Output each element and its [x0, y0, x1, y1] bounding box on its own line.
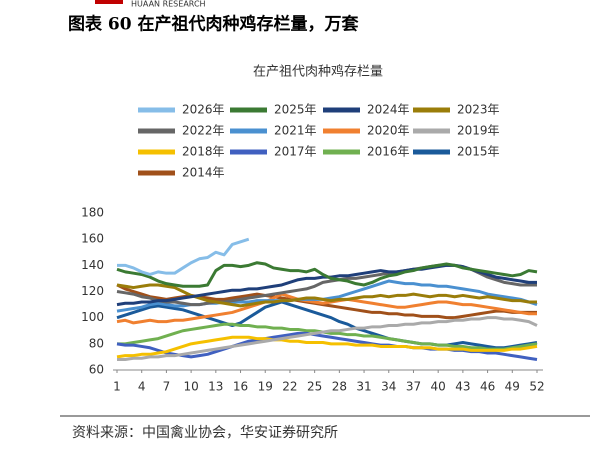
x-tick-label: 37	[406, 380, 421, 394]
legend-label: 2021年	[274, 124, 317, 138]
logo	[95, 0, 123, 4]
series-line	[116, 261, 538, 288]
y-tick-label: 80	[89, 336, 104, 350]
legend-label: 2017年	[274, 145, 317, 159]
series-line	[116, 283, 537, 308]
x-tick-label: 34	[381, 380, 396, 394]
legend-label: 2025年	[274, 103, 317, 117]
chart-title: 在产祖代肉种鸡存栏量	[253, 64, 383, 80]
x-tick-label: 4	[138, 380, 146, 394]
legend-label: 2026年	[182, 103, 225, 117]
x-tick-label: 31	[356, 380, 371, 394]
legend-label: 2014年	[182, 166, 225, 180]
series-line	[116, 292, 537, 325]
x-tick-label: 10	[183, 380, 198, 394]
x-tick-label: 49	[505, 380, 520, 394]
x-tick-label: 1	[113, 380, 121, 394]
page-title: 图表 60 在产祖代肉种鸡存栏量，万套	[68, 14, 359, 35]
x-tick-label: 28	[332, 380, 347, 394]
x-tick-label: 52	[529, 380, 544, 394]
x-tick-label: 43	[455, 380, 470, 394]
legend-label: 2018年	[182, 145, 225, 159]
legend-label: 2015年	[457, 145, 500, 159]
series-line	[117, 316, 538, 362]
x-tick-label: 40	[431, 380, 446, 394]
y-tick-label: 140	[81, 258, 104, 272]
x-tick-label: 25	[307, 380, 322, 394]
x-tick-label: 13	[208, 380, 223, 394]
y-tick-label: 160	[81, 232, 104, 246]
legend-label: 2023年	[457, 103, 500, 117]
legend-label: 2020年	[367, 124, 410, 138]
source: 资料来源：中国禽业协会，华安证券研究所	[72, 424, 338, 441]
legend-label: 2019年	[457, 124, 500, 138]
x-tick-label: 46	[480, 380, 495, 394]
x-tick-label: 19	[258, 380, 273, 394]
x-tick-label: 22	[282, 380, 297, 394]
legend-label: 2024年	[367, 103, 410, 117]
y-tick-label: 120	[81, 284, 104, 298]
x-tick-label: 16	[233, 380, 248, 394]
series-line	[116, 300, 538, 350]
y-tick-label: 180	[81, 206, 104, 220]
logo-text: HUAAN RESEARCH	[131, 0, 206, 9]
legend-label: 2022年	[182, 124, 225, 138]
y-tick-label: 60	[89, 363, 104, 377]
legend-label: 2016年	[367, 145, 410, 159]
series-line	[116, 335, 538, 359]
x-tick-label: 7	[163, 380, 171, 394]
series-line	[117, 237, 250, 276]
y-tick-label: 100	[81, 310, 104, 324]
